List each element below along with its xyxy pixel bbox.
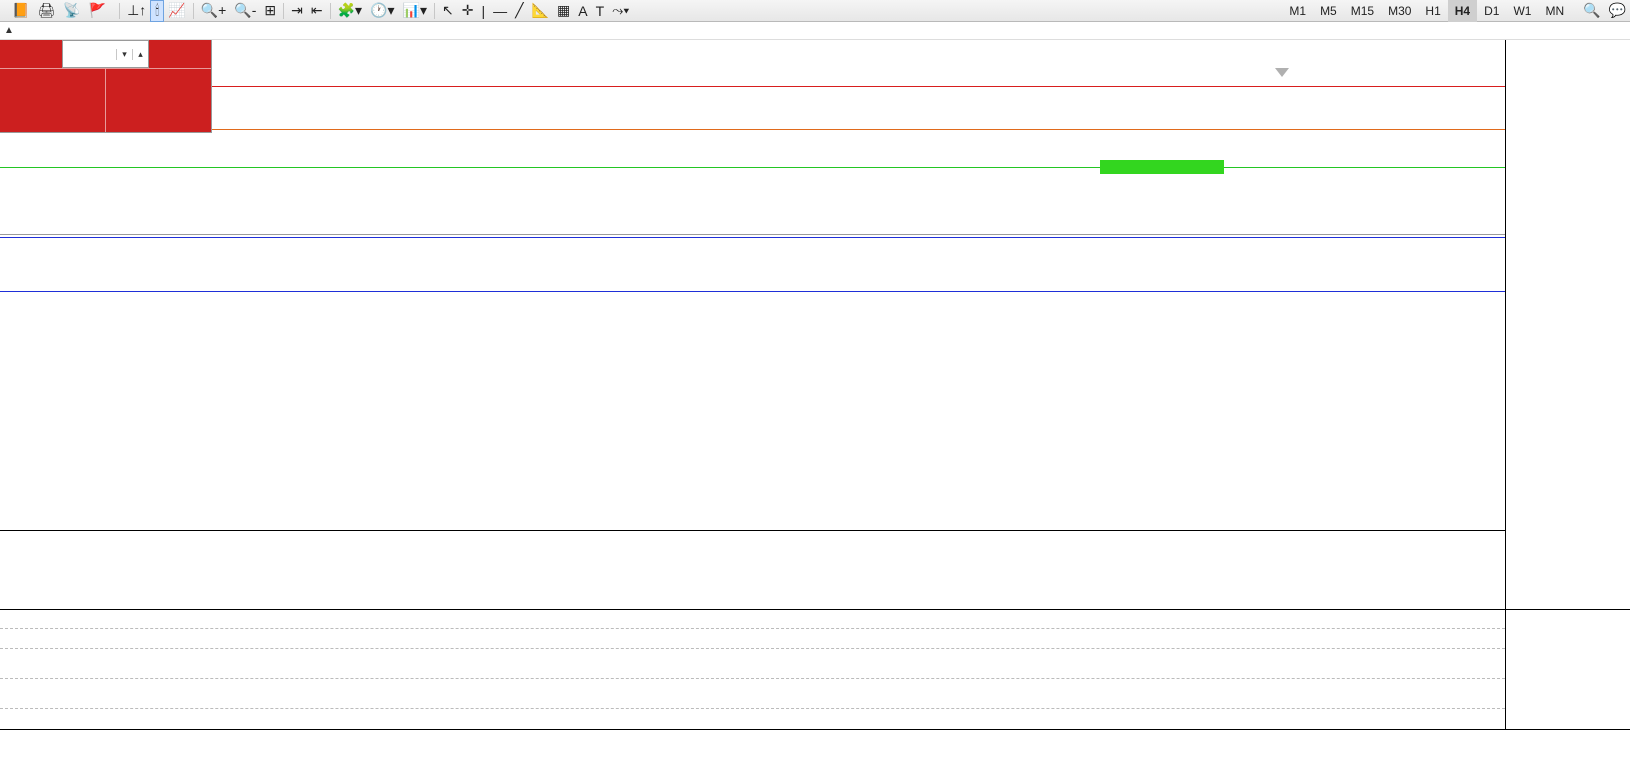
tf-h1[interactable]: H1 xyxy=(1418,0,1447,22)
text-box-icon[interactable]: T xyxy=(592,0,609,22)
hline-icon[interactable]: — xyxy=(489,0,511,22)
tf-m15[interactable]: M15 xyxy=(1344,0,1381,22)
macd-series[interactable] xyxy=(0,448,1505,610)
timeframe-selector[interactable]: M1 M5 M15 M30 H1 H4 D1 W1 MN xyxy=(1282,0,1571,22)
symbol-ohlc-text xyxy=(17,23,23,38)
new-indicator-icon[interactable]: 🧩▾ xyxy=(334,0,366,22)
templates-icon[interactable]: 📊▾ xyxy=(399,0,431,22)
arrow-tool-icon[interactable]: ⤳▾ xyxy=(608,0,633,22)
cursor-tool-icon[interactable]: ↖ xyxy=(438,0,458,22)
volume-decrease-arrow[interactable]: ▾ xyxy=(116,49,132,60)
price-chart-panel[interactable]: ▾ ▴ xyxy=(0,40,1630,448)
candlestick-canvas[interactable] xyxy=(0,40,1630,448)
tf-d1[interactable]: D1 xyxy=(1477,0,1506,22)
window-grid-icon[interactable]: ⊞ xyxy=(260,0,280,22)
crosshair-icon[interactable]: ✛ xyxy=(458,0,478,22)
buy-price-display[interactable] xyxy=(106,68,211,132)
new-order-icon[interactable]: 📙 xyxy=(8,0,33,22)
candlestick-chart-icon[interactable]: 🕯 xyxy=(150,0,164,22)
macd-axis-border xyxy=(1505,448,1506,610)
order-ticket[interactable]: ▾ ▴ xyxy=(0,40,212,133)
symbol-collapse-icon[interactable]: ▲ xyxy=(4,25,14,36)
auto-trading-icon[interactable]: 🚩 xyxy=(85,0,110,22)
menu-icon[interactable] xyxy=(0,0,8,22)
zoom-out-icon[interactable]: 🔍- xyxy=(230,0,260,22)
connect-icon[interactable]: 📡 xyxy=(59,0,84,22)
main-toolbar: 📙 🖨 📡 🚩 ⊥↑ 🕯 📈 🔍+ 🔍- ⊞ ⇥ ⇤ 🧩▾ 🕐▾ 📊▾ ↖ ✛ … xyxy=(0,0,1630,22)
buy-button[interactable] xyxy=(149,40,211,68)
sell-price-display[interactable] xyxy=(0,68,106,132)
trendline-icon[interactable]: ╱ xyxy=(511,0,527,22)
scroll-right-icon[interactable]: ⇥ xyxy=(287,0,307,22)
history-icon[interactable]: 🕐▾ xyxy=(366,0,398,22)
rsi-indicator-panel[interactable] xyxy=(0,610,1630,730)
price-axis-border xyxy=(1505,40,1506,448)
fibonacci-icon[interactable]: 📐 xyxy=(528,0,553,22)
pattern-icon[interactable]: ▦ xyxy=(553,0,574,22)
sell-button[interactable] xyxy=(0,40,62,68)
search-icon[interactable]: 🔍 xyxy=(1579,0,1604,22)
tf-h4[interactable]: H4 xyxy=(1448,0,1477,22)
vline-icon[interactable]: | xyxy=(478,0,490,22)
zoom-in-icon[interactable]: 🔍+ xyxy=(197,0,231,22)
tf-mn[interactable]: MN xyxy=(1538,0,1571,22)
chat-icon[interactable]: 💬 xyxy=(1605,0,1630,22)
tf-m1[interactable]: M1 xyxy=(1282,0,1313,22)
print-icon[interactable]: 🖨 xyxy=(33,0,59,22)
symbol-info-bar: ▲ xyxy=(0,22,1630,40)
macd-indicator-panel[interactable] xyxy=(0,448,1630,610)
date-axis-panel[interactable] xyxy=(0,730,1630,748)
tf-w1[interactable]: W1 xyxy=(1506,0,1538,22)
rsi-series[interactable] xyxy=(0,610,1505,730)
tf-m5[interactable]: M5 xyxy=(1313,0,1344,22)
rsi-axis-border xyxy=(1505,610,1506,730)
volume-increase-arrow[interactable]: ▴ xyxy=(132,49,148,60)
text-label-icon[interactable]: A xyxy=(574,0,591,22)
scroll-left-icon[interactable]: ⇤ xyxy=(307,0,327,22)
line-chart-icon[interactable]: 📈 xyxy=(164,0,189,22)
candlestick-series[interactable] xyxy=(0,40,1505,448)
tf-m30[interactable]: M30 xyxy=(1381,0,1418,22)
bars-chart-icon[interactable]: ⊥↑ xyxy=(123,0,150,22)
